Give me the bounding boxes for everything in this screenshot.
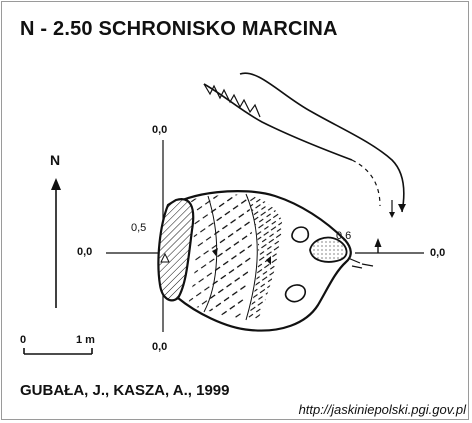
slope-arrow-icon [212,248,218,256]
section-label-bottom: 0,0 [152,341,168,353]
entrance-rock-hatch [158,199,194,301]
section-label-left: 0,0 [77,246,93,258]
cliff-edge-upper [239,72,405,213]
depth-label-left: 0,5 [131,222,147,234]
drip-mark [351,265,363,269]
section-label-right: 0,0 [430,247,446,259]
cliff-dashed-line [351,159,381,207]
survey-point-icon [160,252,170,263]
drop-arrow-icon [389,212,395,218]
drip-mark [347,257,361,264]
floor-boundary-2 [245,193,258,321]
map-authors: GUBAŁA, J., KASZA, A., 1999 [20,382,230,399]
north-arrow-icon [51,178,61,190]
cave-outline [162,190,352,332]
cliff-hatching [203,83,261,118]
depth-label-right: 0,6 [336,230,352,242]
floor-boundary-1 [203,195,218,313]
drip-mark [361,263,374,267]
scale-end-label: 1 m [76,334,95,346]
north-label: N [50,152,61,168]
source-url[interactable]: http://jaskiniepolski.pgi.gov.pl [298,402,466,417]
section-arrow-right-icon [374,238,382,247]
boulder [284,284,306,303]
boulder [291,226,310,243]
drop-arrow-icon [398,204,406,212]
cliff-edge-lower [203,83,353,161]
section-label-top: 0,0 [152,124,168,136]
slope-arrow-icon [266,256,271,265]
map-title: N - 2.50 SCHRONISKO MARCINA [20,18,338,40]
niche [309,236,348,263]
scale-start-label: 0 [20,334,27,346]
